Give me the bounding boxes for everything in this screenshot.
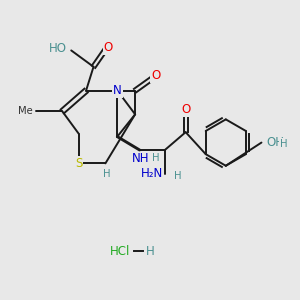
Text: O: O — [104, 41, 113, 54]
Text: H: H — [103, 169, 111, 179]
Text: S: S — [75, 157, 82, 170]
Text: N: N — [113, 84, 122, 97]
Text: Me: Me — [18, 106, 33, 116]
Text: HO: HO — [49, 42, 67, 56]
Text: NH: NH — [132, 152, 150, 165]
Text: H: H — [175, 171, 182, 181]
Text: H: H — [280, 139, 287, 149]
Text: OH: OH — [266, 136, 284, 149]
Text: O: O — [151, 69, 160, 82]
Text: O: O — [181, 103, 190, 116]
Text: HCl: HCl — [110, 244, 130, 258]
Text: H₂N: H₂N — [141, 167, 164, 180]
Text: H: H — [152, 153, 160, 163]
Text: H: H — [146, 244, 154, 258]
